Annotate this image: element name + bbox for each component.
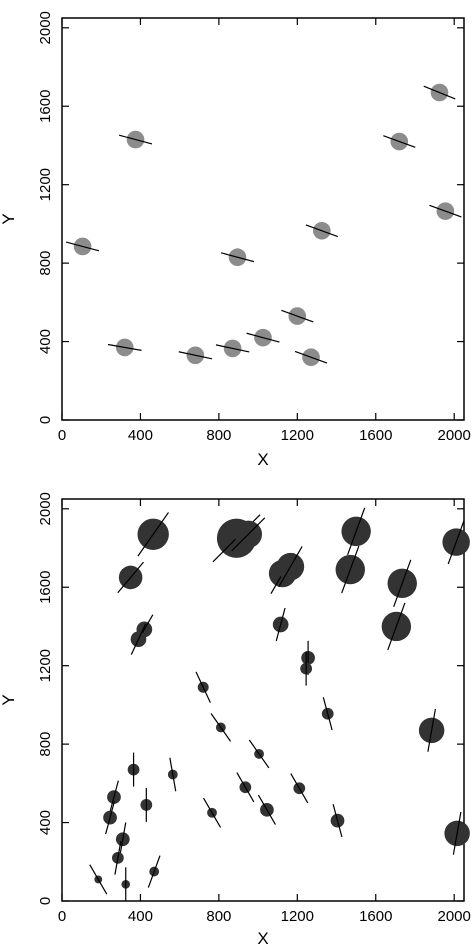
orientation-line — [275, 607, 286, 642]
y-tick-label: 800 — [37, 251, 54, 276]
y-tick-label: 0 — [37, 897, 54, 905]
plot-frame — [61, 498, 465, 902]
y-axis-label: Y — [0, 213, 18, 224]
orientation-line — [447, 520, 465, 565]
orientation-line — [169, 757, 177, 792]
orientation-line — [383, 135, 416, 148]
x-tick-label: 800 — [206, 908, 231, 925]
y-tick-label: 0 — [37, 416, 54, 424]
orientation-line — [294, 350, 328, 364]
x-axis-label: X — [257, 450, 268, 469]
axis-ticks: 0 400 800 1200 1600 2000 0 400 800 1200 1600 2000 — [37, 11, 471, 444]
x-tick-label: 800 — [206, 427, 231, 444]
orientation-line — [332, 804, 343, 838]
orientation-line — [305, 224, 339, 238]
orientation-line — [178, 351, 213, 360]
orientation-line — [118, 134, 153, 145]
orientation-line — [278, 546, 303, 588]
orientation-line — [210, 713, 232, 742]
x-tick-label: 400 — [128, 427, 153, 444]
orientation-line — [105, 801, 116, 835]
y-tick-label: 400 — [37, 329, 54, 354]
orientation-line — [137, 512, 169, 557]
orientation-line — [117, 561, 144, 594]
y-tick-label: 1200 — [37, 168, 54, 201]
orientation-line — [107, 343, 142, 351]
y-tick-label: 2000 — [37, 492, 54, 525]
x-tick-label: 0 — [58, 908, 66, 925]
y-tick-label: 400 — [37, 810, 54, 835]
orientation-line — [202, 797, 222, 828]
orientation-line — [66, 241, 100, 252]
orientation-line — [290, 773, 309, 804]
orientation-line — [423, 85, 456, 100]
orientation-line — [108, 780, 119, 814]
x-tick-label: 1200 — [281, 427, 314, 444]
orientation-line — [347, 507, 366, 556]
x-tick-label: 0 — [58, 427, 66, 444]
orientation-line — [231, 517, 266, 552]
orientation-line — [114, 841, 122, 875]
y-tick-label: 2000 — [37, 11, 54, 44]
orientation-line — [195, 671, 211, 703]
y-tick-label: 800 — [37, 732, 54, 757]
orientation-line — [387, 602, 406, 651]
x-tick-label: 2000 — [438, 908, 471, 925]
y-tick-label: 1600 — [37, 571, 54, 604]
orientation-line — [246, 332, 280, 343]
y-tick-label: 1600 — [37, 90, 54, 123]
orientation-line — [427, 708, 436, 752]
orientation-line — [257, 794, 276, 825]
orientation-line — [248, 739, 270, 769]
orientation-line — [89, 864, 108, 895]
orientation-line — [322, 697, 333, 731]
data-points — [66, 83, 462, 367]
orientation-line — [281, 309, 314, 323]
orientation-line — [147, 855, 161, 888]
x-tick-label: 1200 — [281, 908, 314, 925]
orientation-line — [429, 204, 462, 218]
orientation-line — [220, 252, 255, 263]
scatter-panel-top: 0 400 800 1200 1600 2000 0 400 800 1200 1600 2000 X… — [0, 11, 471, 469]
x-tick-label: 1600 — [359, 427, 392, 444]
orientation-line — [452, 811, 462, 855]
data-points — [89, 507, 470, 902]
y-axis-label: Y — [0, 694, 18, 705]
orientation-line — [236, 772, 255, 803]
orientation-line — [119, 822, 127, 857]
x-tick-label: 2000 — [438, 427, 471, 444]
orientation-line — [341, 545, 360, 594]
x-axis-label: X — [257, 929, 268, 947]
x-tick-label: 1600 — [359, 908, 392, 925]
orientation-line — [215, 344, 250, 353]
axis-ticks: 0 400 800 1200 1600 2000 0 400 800 1200 1600 2000 — [37, 492, 471, 925]
plot-frame — [61, 17, 465, 421]
orientation-line — [393, 559, 412, 608]
x-tick-label: 400 — [128, 908, 153, 925]
y-tick-label: 1200 — [37, 649, 54, 682]
scatter-panel-bottom: 0 400 800 1200 1600 2000 0 400 800 1200 1600 2000 X… — [0, 492, 471, 947]
orientation-line — [130, 623, 147, 655]
